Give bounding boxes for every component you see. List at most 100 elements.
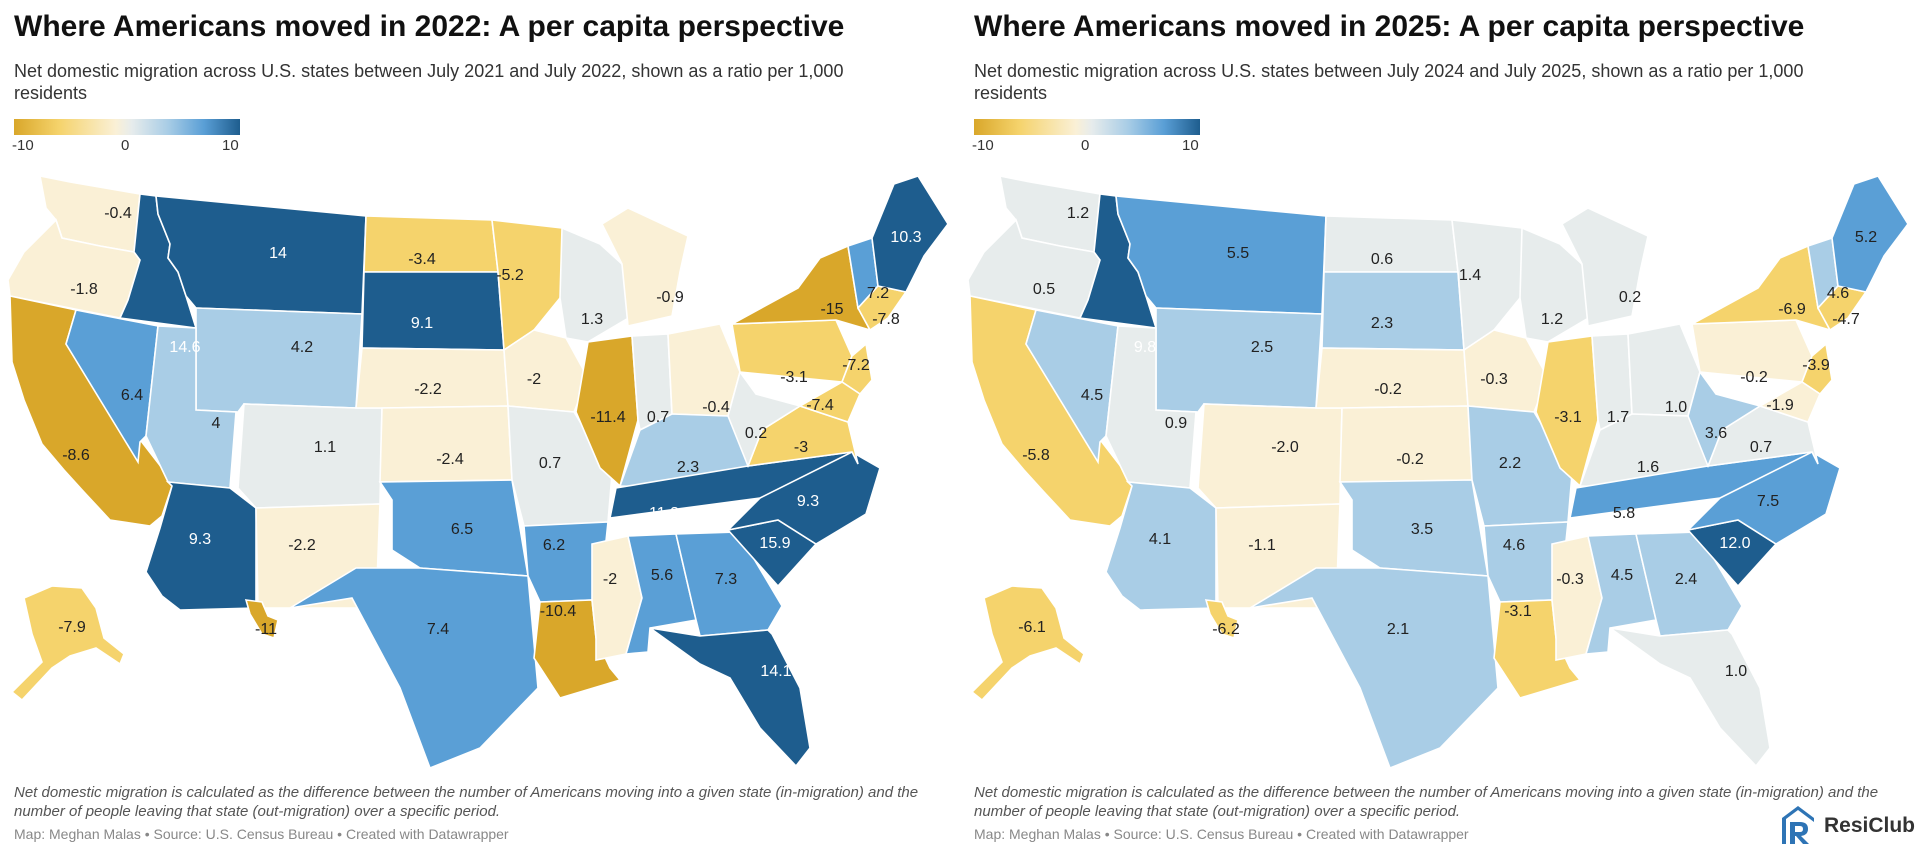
state-value-label-nj: -7.2 xyxy=(842,357,870,374)
state-value-label-hi: -11 xyxy=(255,621,277,638)
state-ia[interactable] xyxy=(503,329,589,413)
state-value-label-wi: 1.2 xyxy=(1541,311,1563,328)
state-value-label-sc: 15.9 xyxy=(759,535,790,552)
state-ne[interactable] xyxy=(355,347,509,409)
state-value-label-oh: 1.0 xyxy=(1665,399,1687,416)
state-value-label-ut: 4 xyxy=(212,415,221,432)
state-value-label-mn: 1.4 xyxy=(1459,267,1481,284)
state-ks[interactable] xyxy=(1339,405,1473,483)
state-value-label-mn: -5.2 xyxy=(496,267,524,284)
legend-max-label: 10 xyxy=(222,137,239,154)
state-value-label-nm: -1.1 xyxy=(1248,537,1276,554)
state-value-label-il: -3.1 xyxy=(1554,409,1582,426)
state-co[interactable] xyxy=(237,403,383,509)
state-value-label-mo: 2.2 xyxy=(1499,455,1521,472)
state-hi[interactable] xyxy=(1204,599,1239,640)
state-mi[interactable] xyxy=(600,207,689,327)
state-value-label-ok: 6.5 xyxy=(451,521,473,538)
state-value-label-nj: -3.9 xyxy=(1802,357,1830,374)
state-mt[interactable] xyxy=(155,195,367,315)
state-value-label-mo: 0.7 xyxy=(539,455,561,472)
state-value-label-mt: 5.5 xyxy=(1227,245,1249,262)
state-sd[interactable] xyxy=(361,271,505,351)
state-me[interactable] xyxy=(1831,175,1909,293)
methodology-note: Net domestic migration is calculated as … xyxy=(14,784,919,820)
state-mt[interactable] xyxy=(1115,195,1327,315)
legend-mid-label: 0 xyxy=(1081,137,1090,154)
state-value-label-vt: 7.2 xyxy=(867,285,889,302)
state-value-label-ga: 2.4 xyxy=(1675,571,1697,588)
state-value-label-nd: -3.4 xyxy=(408,251,436,268)
state-fl[interactable] xyxy=(1609,627,1771,768)
state-nj[interactable] xyxy=(841,342,873,396)
resiclub-name: ResiClub xyxy=(1824,814,1916,837)
state-nc[interactable] xyxy=(725,451,881,545)
state-value-label-il: -11.4 xyxy=(590,409,625,426)
us-choropleth-map: 1.2 0.5 -5.8 4.5 9.8 5.5 2.5 0.9 4.1 -2.0 -1.1 0.6 2… xyxy=(967,174,1909,768)
state-ak[interactable] xyxy=(10,585,125,702)
state-value-label-or: 0.5 xyxy=(1033,281,1055,298)
state-value-label-ak: -7.9 xyxy=(58,619,86,636)
state-nc[interactable] xyxy=(1685,451,1841,545)
state-me[interactable] xyxy=(871,175,949,293)
state-value-label-ma: -4.7 xyxy=(1832,311,1860,328)
state-md[interactable] xyxy=(1758,381,1821,423)
state-value-label-ms: -2 xyxy=(603,571,617,588)
state-ak[interactable] xyxy=(970,585,1085,702)
state-wy[interactable] xyxy=(1155,307,1323,413)
state-md[interactable] xyxy=(798,381,861,423)
state-az[interactable] xyxy=(145,480,257,611)
state-value-label-az: 4.1 xyxy=(1149,531,1171,548)
state-value-label-wy: 2.5 xyxy=(1251,339,1273,356)
state-value-label-ak: -6.1 xyxy=(1018,619,1046,636)
state-ut[interactable] xyxy=(1105,325,1197,489)
source-credit: Map: Meghan Malas • Source: U.S. Census … xyxy=(974,826,1469,842)
state-pa[interactable] xyxy=(731,319,853,383)
state-ne[interactable] xyxy=(1315,347,1469,409)
state-value-label-sd: 9.1 xyxy=(411,315,433,332)
legend-mid-label: 0 xyxy=(121,137,130,154)
state-value-label-in: 1.7 xyxy=(1607,409,1629,426)
state-value-label-wa: 1.2 xyxy=(1067,205,1089,222)
state-value-label-mt: 14 xyxy=(269,245,287,262)
state-nj[interactable] xyxy=(1801,342,1833,396)
state-tx[interactable] xyxy=(1249,567,1499,768)
map-title: Where Americans moved in 2025: A per cap… xyxy=(974,10,1805,43)
state-sd[interactable] xyxy=(1321,271,1465,351)
state-value-label-nd: 0.6 xyxy=(1371,251,1393,268)
state-hi[interactable] xyxy=(244,599,279,640)
state-value-label-ia: -2 xyxy=(527,371,541,388)
state-value-label-tx: 7.4 xyxy=(427,621,449,638)
state-value-label-va: -3 xyxy=(794,439,808,456)
source-credit: Map: Meghan Malas • Source: U.S. Census … xyxy=(14,826,509,842)
color-legend-bar xyxy=(974,119,1200,135)
map-title: Where Americans moved in 2022: A per cap… xyxy=(14,10,845,43)
state-tx[interactable] xyxy=(289,567,539,768)
state-ma[interactable] xyxy=(857,285,908,332)
state-fl[interactable] xyxy=(649,627,811,768)
state-value-label-az: 9.3 xyxy=(189,531,211,548)
legend-min-label: -10 xyxy=(12,137,34,154)
state-pa[interactable] xyxy=(1691,319,1813,383)
state-wi[interactable] xyxy=(1519,226,1593,343)
state-value-label-ky: 1.6 xyxy=(1637,459,1659,476)
state-value-label-al: 5.6 xyxy=(651,567,673,584)
state-value-label-ok: 3.5 xyxy=(1411,521,1433,538)
state-value-label-mi: -0.9 xyxy=(656,289,684,306)
state-value-label-me: 5.2 xyxy=(1855,229,1877,246)
state-value-label-oh: -0.4 xyxy=(702,399,730,416)
state-wy[interactable] xyxy=(195,307,363,413)
resiclub-logo-icon xyxy=(1782,806,1814,844)
state-az[interactable] xyxy=(1105,480,1217,611)
state-value-label-ne: -2.2 xyxy=(414,381,442,398)
state-value-label-sd: 2.3 xyxy=(1371,315,1393,332)
state-ma[interactable] xyxy=(1817,285,1868,332)
state-value-label-md: -1.9 xyxy=(1766,397,1794,414)
state-mi[interactable] xyxy=(1560,207,1649,327)
state-ks[interactable] xyxy=(379,405,513,483)
state-co[interactable] xyxy=(1197,403,1343,509)
state-ut[interactable] xyxy=(145,325,237,489)
state-value-label-nv: 6.4 xyxy=(121,387,143,404)
state-wi[interactable] xyxy=(559,226,633,343)
state-value-label-mi: 0.2 xyxy=(1619,289,1641,306)
